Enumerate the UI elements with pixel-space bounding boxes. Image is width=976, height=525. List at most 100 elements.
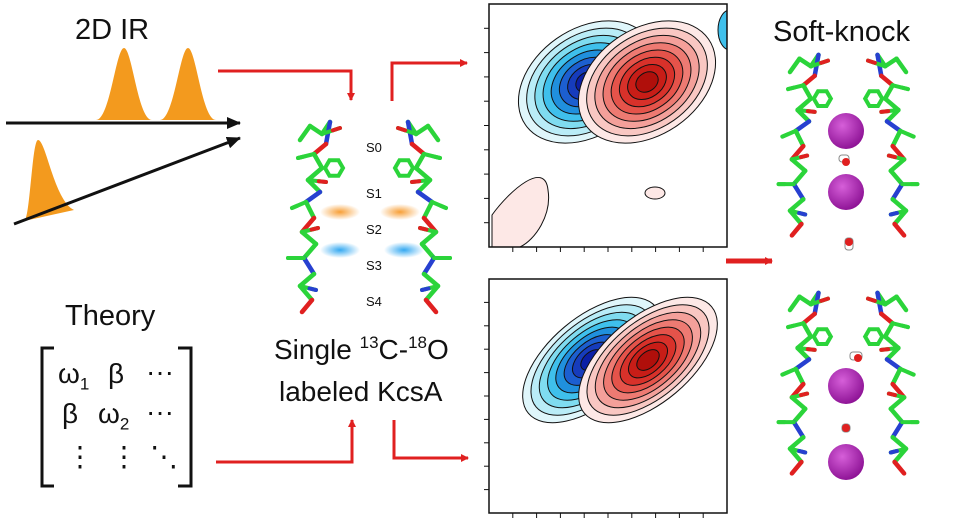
side-chain-bond <box>797 448 808 455</box>
backbone-bond <box>787 294 802 313</box>
side-chain-bond <box>799 153 810 160</box>
side-chain-bond <box>886 153 897 160</box>
side-chain-bond <box>879 347 891 352</box>
backbone-bond <box>299 297 315 315</box>
matrix-omega-2: ω2 <box>98 398 129 435</box>
backbone-bond <box>892 221 907 238</box>
site-s2: S2 <box>366 222 382 237</box>
red-contour <box>491 177 550 247</box>
omega-subscript: 2 <box>119 414 130 434</box>
arrow-kcsa-to-bottom-spectrum <box>392 420 469 462</box>
backbone-bond <box>894 56 909 75</box>
side-chain-bond <box>797 210 808 217</box>
backbone-bond <box>894 294 909 313</box>
red-contour <box>636 349 660 371</box>
ir-title: 2D IR <box>75 14 150 46</box>
matrix-brackets <box>40 346 193 488</box>
side-chain-bond <box>316 179 328 184</box>
soft-knock-structure-top <box>776 52 920 251</box>
blue-contour <box>717 10 727 50</box>
water-molecule <box>849 351 863 362</box>
backbone-bond <box>801 311 817 326</box>
side-chain-bond <box>307 286 318 292</box>
kcsa-filter-structure <box>286 119 452 315</box>
pulse-1 <box>96 48 152 120</box>
theory-title: Theory <box>65 300 156 332</box>
backbone-bond <box>793 357 812 372</box>
side-chain-bond <box>780 370 790 377</box>
side-chain-bond <box>899 85 910 92</box>
backbone-bond <box>421 271 441 289</box>
matrix-dots-row2: ··· <box>146 396 174 427</box>
site-s3: S3 <box>366 258 382 273</box>
site-s4: S4 <box>366 294 382 309</box>
label-highlight-orange-right <box>380 204 420 220</box>
backbone-bond <box>789 395 808 412</box>
side-chain-bond <box>805 109 817 114</box>
side-chain-bond <box>438 203 448 210</box>
backbone-bond <box>884 357 903 372</box>
matrix-beta-21: β <box>62 398 79 429</box>
backbone-bond <box>888 395 907 412</box>
backbone-bond <box>425 123 441 143</box>
backbone-bond <box>882 83 895 101</box>
aromatic-ring <box>322 158 346 178</box>
backbone-bond <box>297 271 317 289</box>
red-contour <box>635 71 659 93</box>
backbone-bond <box>793 366 806 387</box>
side-chain-bond <box>786 323 797 330</box>
backbone-bond <box>890 435 909 451</box>
backbone-bond <box>890 128 903 149</box>
backbone-bond <box>301 241 319 261</box>
backbone-bond <box>301 255 317 277</box>
side-chain-bond <box>780 132 790 139</box>
backbone-bond <box>791 168 808 187</box>
backbone-bond <box>299 229 319 247</box>
side-chain-bond <box>786 85 797 92</box>
backbone-bond <box>890 197 909 213</box>
site-s0: S0 <box>366 140 382 155</box>
side-chain-bond <box>886 391 897 398</box>
side-chain-bond <box>805 347 817 352</box>
water-molecule <box>838 154 850 166</box>
backbone-bond <box>879 73 895 88</box>
potassium-ion <box>828 368 864 404</box>
left-bracket <box>40 346 54 488</box>
backbone-bond <box>890 181 905 202</box>
backbone-bond <box>882 321 895 339</box>
aromatic-ring <box>862 327 885 347</box>
backbone-bond <box>793 119 812 134</box>
backbone-bond <box>303 189 323 205</box>
aromatic-ring <box>811 327 834 347</box>
aromatic-ring <box>862 89 885 109</box>
backbone-bond <box>890 366 903 387</box>
backbone-bond <box>797 56 814 69</box>
backbone-bond <box>791 406 808 425</box>
backbone-bond <box>311 141 329 157</box>
backbone-bond <box>801 321 814 339</box>
side-chain-bond <box>290 203 300 210</box>
ir-pulse-diagram <box>6 48 241 226</box>
side-chain-bond <box>879 109 891 114</box>
single-text: Single <box>274 334 360 365</box>
matrix-vdots-2: ⋮ <box>110 441 138 472</box>
aromatic-ring <box>811 89 834 109</box>
backbone-bond <box>787 197 806 213</box>
backbone-bond <box>307 123 325 137</box>
water-molecule <box>844 237 854 251</box>
matrix-dots-row1: ··· <box>146 356 174 387</box>
backbone-bond <box>787 56 802 75</box>
backbone-bond <box>791 419 806 440</box>
backbone-bond <box>892 459 907 476</box>
potassium-ion <box>828 444 864 480</box>
backbone-bond <box>297 123 313 143</box>
side-chain-bond <box>799 391 810 398</box>
side-chain-bond <box>819 296 830 303</box>
labeled-kcsa-subtitle: labeled KcsA <box>279 376 443 407</box>
side-chain-bond <box>866 296 877 303</box>
backbone-bond <box>801 73 817 88</box>
omega-subscript: 1 <box>79 374 90 394</box>
backbone-bond <box>882 334 901 351</box>
side-chain-bond <box>888 448 899 455</box>
